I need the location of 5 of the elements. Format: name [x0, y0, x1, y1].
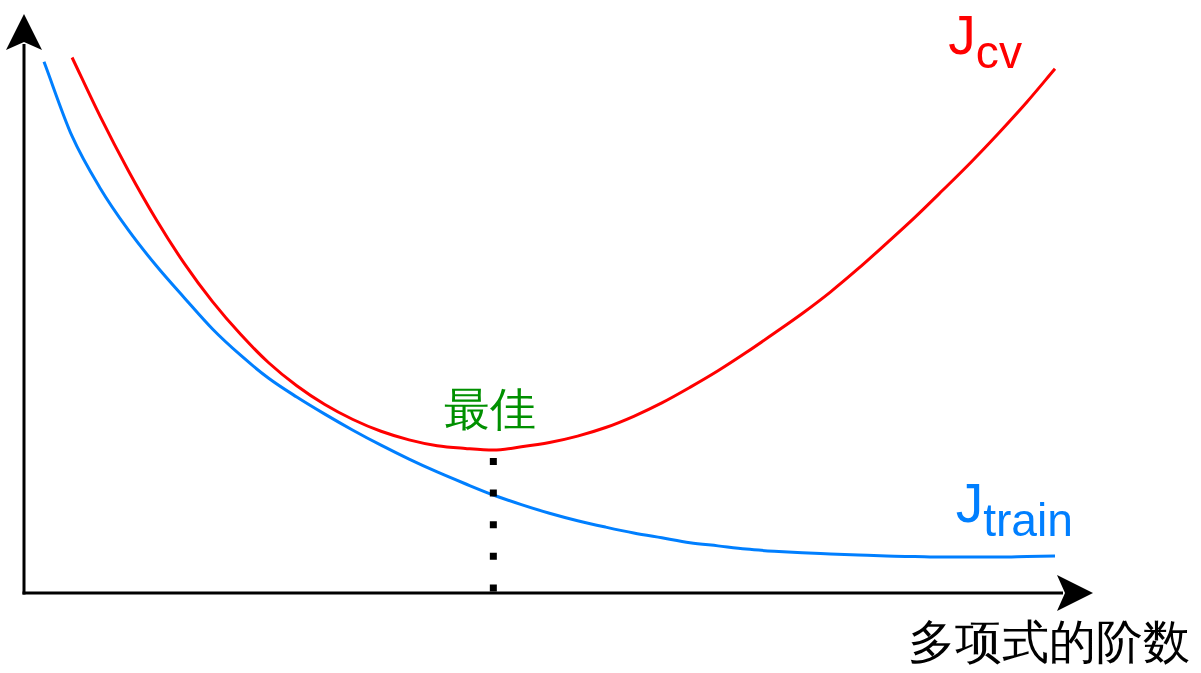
series-label: J$_{cv}$ — [948, 3, 1022, 79]
annotation: 最佳 — [444, 383, 537, 436]
x-axis-title: 多项式的阶数 — [908, 615, 1190, 668]
annotation: 最佳 — [444, 383, 537, 596]
series-label: J$_{train}$ — [955, 472, 1073, 547]
